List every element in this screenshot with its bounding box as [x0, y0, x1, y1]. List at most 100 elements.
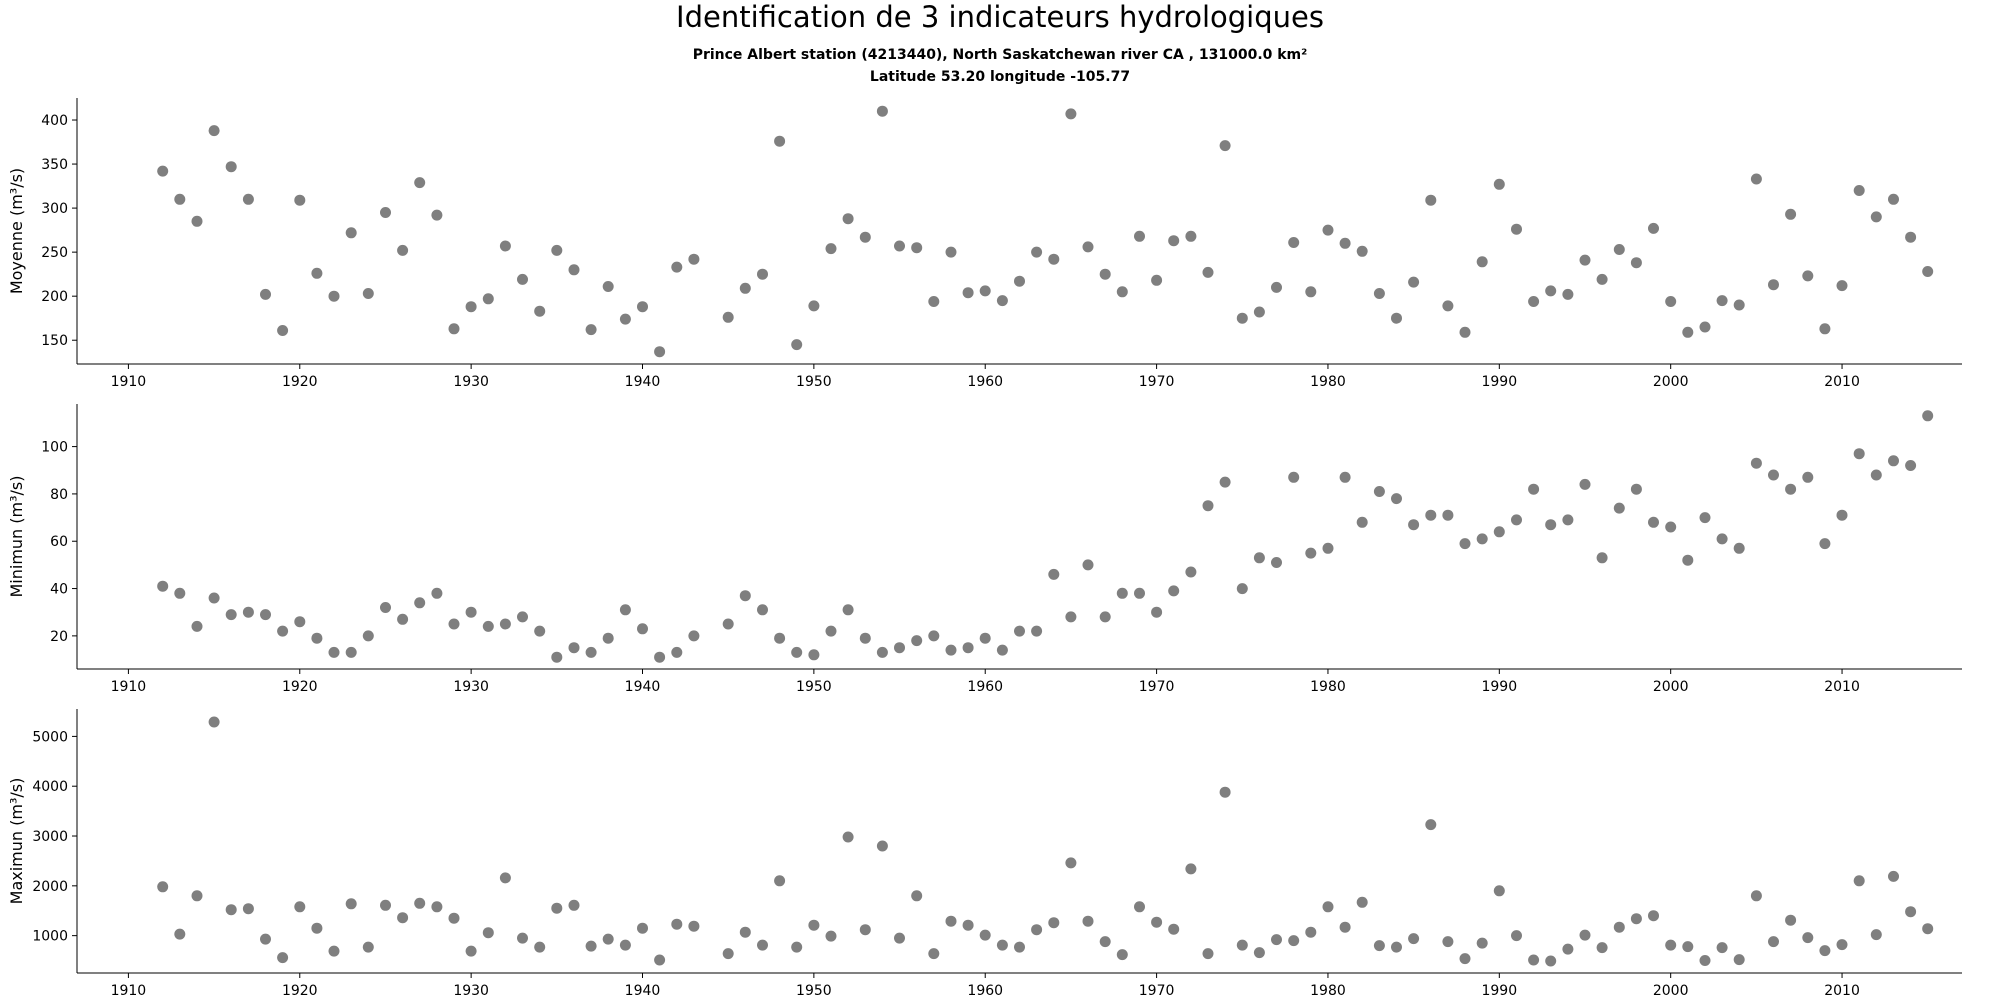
data-point-mean [1014, 275, 1025, 287]
data-point-minimum [1819, 538, 1831, 550]
data-point-mean [499, 240, 511, 252]
x-tick-label-mean: 1980 [1310, 374, 1346, 390]
data-point-minimum [1836, 509, 1848, 521]
data-point-minimum [1391, 493, 1402, 505]
x-tick-label-minimum: 1990 [1481, 679, 1517, 695]
x-tick-label-minimum: 2000 [1653, 679, 1689, 695]
data-point-maximum [859, 924, 871, 936]
x-tick-label-maximum: 1950 [796, 983, 832, 999]
data-point-mean [328, 290, 340, 302]
data-point-minimum [1099, 611, 1111, 623]
data-point-maximum [499, 872, 511, 884]
data-point-minimum [191, 620, 203, 632]
data-point-maximum [1099, 936, 1111, 948]
data-point-maximum [688, 920, 700, 932]
data-point-minimum [294, 616, 306, 628]
data-point-mean [585, 324, 597, 336]
data-point-maximum [568, 899, 580, 911]
data-point-mean [465, 301, 477, 313]
x-tick-label-minimum: 1930 [453, 679, 489, 695]
data-point-mean [1305, 286, 1317, 298]
data-point-minimum [722, 618, 734, 630]
data-point-minimum [1116, 587, 1128, 599]
data-point-minimum [1648, 516, 1659, 528]
data-point-mean [722, 311, 734, 323]
data-point-mean [551, 244, 563, 256]
data-point-minimum [1202, 500, 1214, 512]
data-point-maximum [1562, 943, 1574, 955]
y-tick-label-mean: 400 [41, 113, 68, 129]
x-tick-label-minimum: 1910 [111, 679, 147, 695]
y-tick-label-mean: 300 [41, 201, 68, 217]
data-point-maximum [1014, 941, 1025, 953]
data-point-maximum [911, 890, 923, 902]
data-point-mean [808, 300, 820, 312]
data-point-minimum [1630, 483, 1642, 495]
data-point-minimum [825, 625, 837, 637]
data-point-maximum [294, 901, 306, 913]
data-point-mean [1391, 312, 1402, 324]
data-point-maximum [1116, 949, 1128, 961]
data-point-mean [1031, 246, 1043, 258]
data-point-maximum [328, 945, 340, 957]
x-tick-label-mean: 1990 [1481, 374, 1517, 390]
data-point-maximum [1922, 923, 1934, 935]
data-point-mean [757, 268, 768, 280]
data-point-mean [671, 261, 683, 273]
data-point-minimum [1476, 533, 1488, 545]
data-point-maximum [482, 927, 494, 939]
data-point-maximum [1905, 906, 1917, 918]
data-point-minimum [1031, 625, 1043, 637]
data-point-minimum [688, 630, 700, 642]
data-point-minimum [534, 625, 546, 637]
data-point-minimum [808, 649, 820, 661]
data-point-maximum [791, 941, 803, 953]
data-point-maximum [979, 929, 991, 941]
data-point-minimum [380, 602, 391, 613]
data-point-mean [602, 281, 614, 292]
x-tick-label-maximum: 1930 [453, 983, 489, 999]
data-point-maximum [1202, 948, 1214, 960]
data-point-mean [1065, 108, 1077, 120]
data-point-mean [1802, 270, 1814, 282]
data-point-mean [945, 246, 957, 258]
data-point-mean [174, 193, 186, 205]
data-point-minimum [859, 632, 871, 644]
data-point-mean [962, 287, 974, 299]
data-point-minimum [1082, 559, 1094, 571]
x-tick-label-mean: 1910 [111, 374, 147, 390]
data-point-maximum [757, 939, 768, 951]
x-tick-label-minimum: 2010 [1824, 679, 1860, 695]
data-point-maximum [1168, 923, 1180, 935]
data-point-minimum [911, 635, 923, 647]
x-tick-label-mean: 1970 [1139, 374, 1175, 390]
data-point-maximum [1802, 932, 1814, 944]
data-point-maximum [945, 915, 957, 927]
data-point-mean [1202, 266, 1214, 278]
data-point-maximum [1219, 786, 1231, 798]
data-point-minimum [1562, 514, 1574, 526]
y-tick-label-mean: 200 [41, 289, 68, 305]
data-point-maximum [1305, 926, 1317, 938]
data-point-minimum [1888, 455, 1899, 467]
data-point-mean [1665, 296, 1677, 307]
data-point-mean [911, 242, 923, 254]
data-point-mean [1493, 178, 1505, 190]
data-point-maximum [1391, 941, 1402, 953]
x-tick-label-minimum: 1960 [967, 679, 1003, 695]
data-point-mean [1750, 173, 1762, 185]
data-point-maximum [1699, 955, 1711, 966]
data-point-mean [482, 293, 494, 305]
data-point-maximum [1768, 936, 1779, 948]
data-point-maximum [842, 831, 854, 843]
data-point-mean [431, 209, 443, 221]
data-point-mean [1768, 279, 1779, 291]
x-tick-label-mean: 2010 [1824, 374, 1860, 390]
data-point-mean [414, 177, 426, 189]
data-point-minimum [242, 606, 254, 618]
data-point-minimum [1134, 587, 1145, 599]
data-point-minimum [1219, 476, 1231, 488]
data-point-maximum [637, 922, 648, 934]
data-point-maximum [1425, 819, 1437, 831]
